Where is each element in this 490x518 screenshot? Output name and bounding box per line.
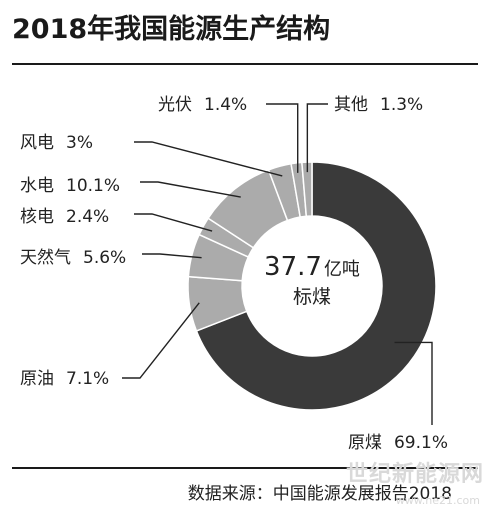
data-source: 数据来源：中国能源发展报告2018 — [187, 484, 452, 504]
center-caption: 标煤 — [293, 286, 331, 308]
leader-line-wind — [134, 141, 283, 177]
slice-label-wind: 风电 3% — [20, 133, 93, 153]
slice-value: 69.1% — [394, 433, 448, 453]
slice-label-solar: 光伏 1.4% — [158, 95, 247, 115]
slice-name: 核电 — [20, 207, 54, 227]
leader-lines — [122, 103, 433, 425]
center-label: 37.7 亿吨 标煤 — [264, 252, 360, 308]
slice-name: 天然气 — [20, 248, 71, 268]
leader-line-gas — [142, 253, 202, 259]
watermark-url: www.ne21.com — [395, 494, 480, 507]
slice-coal — [195, 161, 437, 411]
slice-label-coal: 原煤 69.1% — [348, 433, 448, 453]
leader-line-hydro — [140, 181, 241, 198]
footer-divider — [12, 467, 478, 469]
slice-name: 光伏 — [158, 95, 192, 115]
donut-slices — [187, 161, 437, 411]
center-unit: 亿吨 — [324, 259, 360, 280]
slice-label-hydro: 水电 10.1% — [20, 176, 120, 196]
slice-value: 1.3% — [380, 95, 423, 115]
slice-label-oil: 原油 7.1% — [20, 369, 109, 389]
slice-value: 7.1% — [66, 369, 109, 389]
leader-line-coal — [394, 341, 433, 425]
leader-line-oil — [122, 302, 200, 379]
slice-name: 原油 — [20, 369, 54, 389]
leader-line-solar — [266, 103, 299, 173]
slice-label-nuclear: 核电 2.4% — [20, 207, 109, 227]
slice-value: 1.4% — [204, 95, 247, 115]
slice-name: 风电 — [20, 133, 54, 153]
slice-label-other: 其他 1.3% — [334, 95, 423, 115]
watermark: 世纪新能源网 — [345, 462, 484, 487]
slice-value: 2.4% — [66, 207, 109, 227]
slice-value: 10.1% — [66, 176, 120, 196]
chart-title: 2018年我国能源生产结构 — [12, 14, 331, 45]
title-divider — [12, 63, 478, 65]
leader-line-nuclear — [134, 213, 213, 232]
slice-name: 其他 — [334, 95, 368, 115]
center-value: 37.7 — [264, 252, 322, 282]
leader-line-other — [306, 103, 328, 173]
slice-name: 原煤 — [348, 433, 382, 453]
slice-other — [301, 161, 313, 218]
slice-labels: 原煤 69.1% 原油 7.1% 天然气 5.6% 核电 2.4% 水电 10.1% 风电 3% 光伏 1… — [20, 95, 448, 453]
slice-label-gas: 天然气 5.6% — [20, 248, 126, 268]
slice-value: 3% — [66, 133, 93, 153]
slice-name: 水电 — [20, 176, 54, 196]
slice-value: 5.6% — [83, 248, 126, 268]
center-total: 37.7 亿吨 — [264, 252, 360, 282]
